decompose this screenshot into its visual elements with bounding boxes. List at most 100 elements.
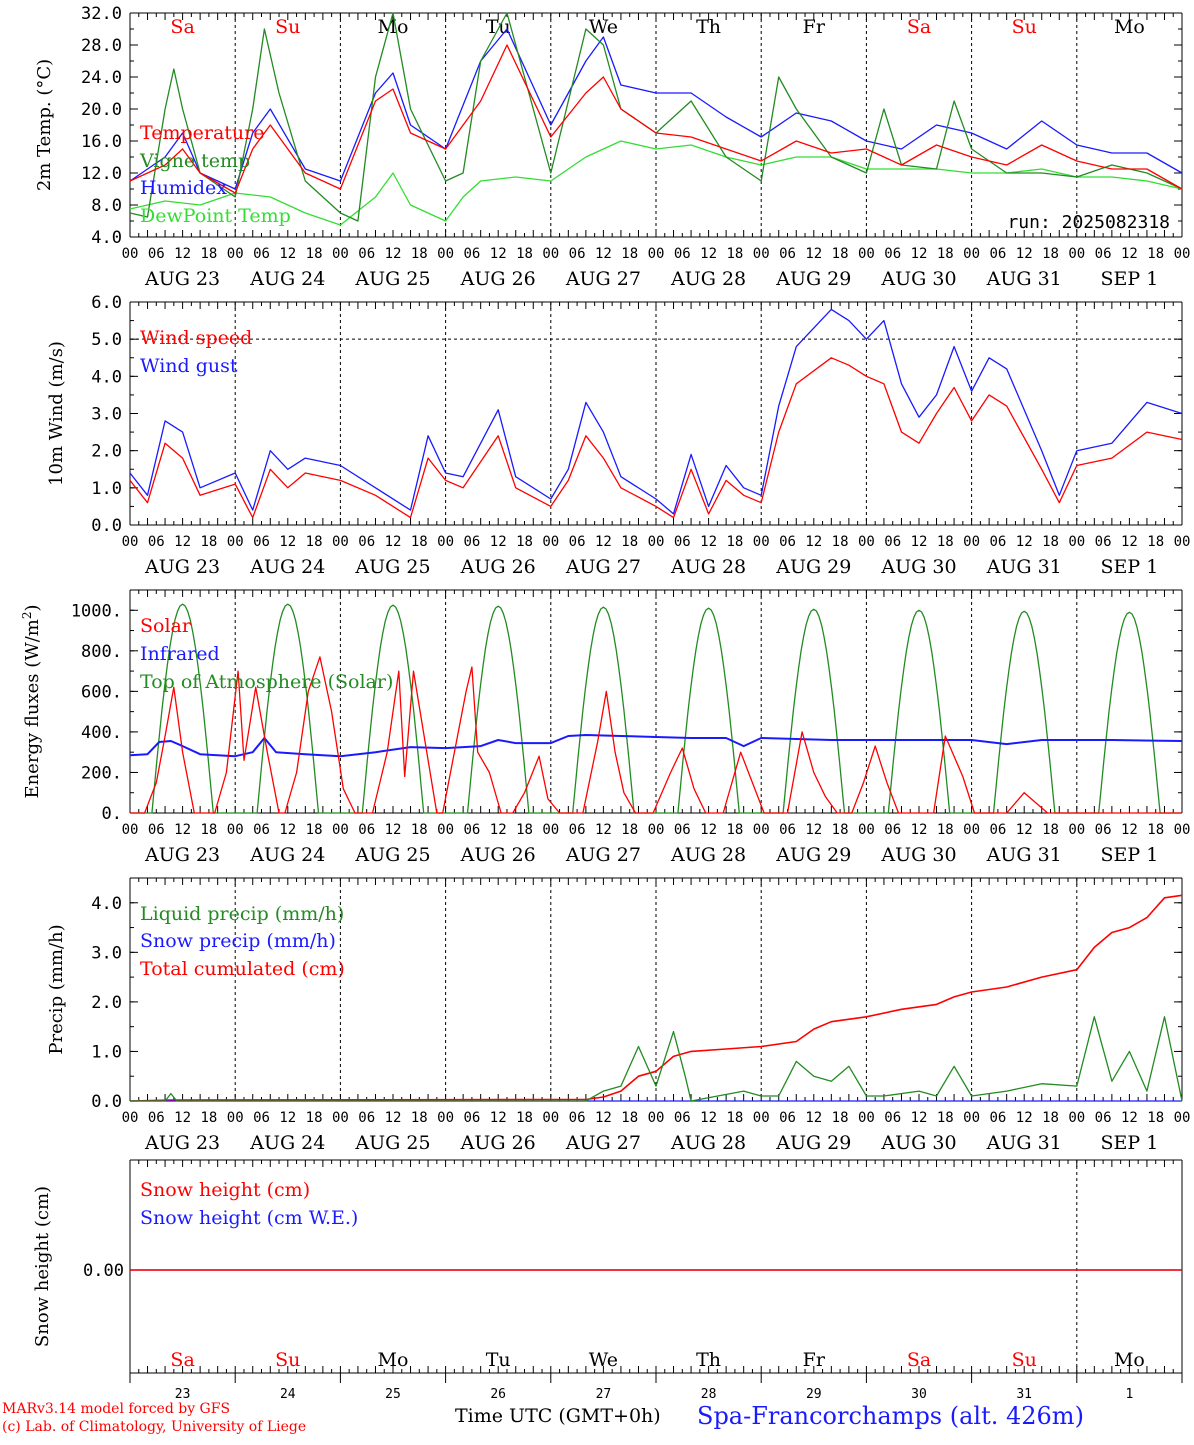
date-label: AUG 30 [880, 268, 956, 290]
y-tick-label: 2.0 [91, 442, 122, 462]
date-label: AUG 26 [460, 556, 536, 578]
hour-tick-label: 06 [779, 246, 796, 262]
hour-tick-label: 18 [516, 822, 533, 838]
hour-tick-label: 00 [1174, 246, 1191, 262]
hour-tick-label: 06 [358, 246, 375, 262]
weekday-label: Mo [378, 16, 409, 38]
panel-1: 4.0 8.0 12.0 16.0 20.0 24.0 28.0 32.0 2m Temp. (… [34, 4, 1190, 290]
series-line-lightgreen [129, 140, 1183, 226]
weekday-label: Sa [907, 1349, 931, 1371]
date-label: AUG 25 [354, 268, 430, 290]
hour-tick-label: 06 [884, 534, 901, 550]
date-label: AUG 30 [880, 1132, 956, 1154]
hour-tick-label: 12 [490, 822, 507, 838]
hour-tick-label: 12 [911, 246, 928, 262]
series-line-red [129, 357, 1183, 519]
hour-tick-label: 18 [516, 1110, 533, 1126]
y-tick-label: 1000. [71, 601, 122, 621]
hour-tick-label: 12 [385, 246, 402, 262]
y-tick-label: 5.0 [91, 330, 122, 350]
station-label: Spa-Francorchamps (alt. 426m) [697, 1402, 1084, 1430]
panel-5: 0.00 Snow height (cm) Sa 23 Su 24 Mo 25 Tu 26 We 27… [32, 1159, 1183, 1402]
hour-tick-label: 12 [385, 534, 402, 550]
date-label: AUG 24 [249, 1132, 325, 1154]
hour-tick-label: 00 [332, 534, 349, 550]
hour-tick-label: 12 [805, 1110, 822, 1126]
date-label: AUG 31 [986, 556, 1062, 578]
legend-entry: Temperature [140, 122, 264, 144]
legend-entry: Infrared [140, 643, 220, 665]
legend-entry: Top of Atmosphere (Solar) [140, 671, 393, 693]
hour-tick-label: 00 [122, 534, 139, 550]
date-label: AUG 24 [249, 556, 325, 578]
time-axis-label: Time UTC (GMT+0h) [455, 1405, 661, 1427]
weekday-label: Mo [1114, 16, 1145, 38]
hour-tick-label: 06 [358, 822, 375, 838]
hour-tick-label: 12 [595, 534, 612, 550]
hour-tick-label: 12 [490, 1110, 507, 1126]
hour-tick-label: 00 [122, 1110, 139, 1126]
y-tick-label: 32.0 [81, 4, 122, 24]
hour-tick-label: 12 [805, 534, 822, 550]
hour-tick-label: 06 [884, 246, 901, 262]
hour-tick-label: 12 [385, 1110, 402, 1126]
date-label: AUG 26 [460, 268, 536, 290]
hour-tick-label: 12 [595, 822, 612, 838]
hour-tick-label: 00 [227, 534, 244, 550]
hour-tick-label: 18 [1042, 1110, 1059, 1126]
hour-tick-label: 12 [1016, 822, 1033, 838]
hour-tick-label: 12 [805, 246, 822, 262]
hour-tick-label: 18 [832, 822, 849, 838]
hour-tick-label: 06 [148, 246, 165, 262]
hour-tick-label: 00 [1174, 1110, 1191, 1126]
legend-entry: DewPoint Temp [140, 205, 291, 227]
day-number-label: 31 [1016, 1387, 1032, 1402]
hour-tick-label: 00 [648, 1110, 665, 1126]
hour-tick-label: 06 [779, 1110, 796, 1126]
hour-tick-label: 18 [200, 822, 217, 838]
hour-tick-label: 06 [148, 534, 165, 550]
hour-tick-label: 00 [332, 246, 349, 262]
hour-tick-label: 06 [674, 534, 691, 550]
hour-tick-label: 00 [753, 822, 770, 838]
y-tick-label: 0.0 [91, 1092, 122, 1112]
panel-3: 0. 200. 400. 600. 800. 1000. Energy fluxes (W/… [20, 589, 1190, 866]
hour-tick-label: 12 [595, 1110, 612, 1126]
date-label: AUG 29 [775, 268, 851, 290]
hour-tick-label: 00 [858, 822, 875, 838]
hour-tick-label: 12 [1016, 534, 1033, 550]
hour-tick-label: 06 [358, 1110, 375, 1126]
hour-tick-label: 18 [516, 246, 533, 262]
weekday-label: We [589, 1349, 618, 1371]
date-label: SEP 1 [1100, 556, 1158, 578]
hour-tick-label: 00 [122, 822, 139, 838]
hour-tick-label: 00 [1068, 534, 1085, 550]
hour-tick-label: 18 [411, 246, 428, 262]
hour-tick-label: 18 [1147, 822, 1164, 838]
hour-tick-label: 18 [200, 1110, 217, 1126]
hour-tick-label: 18 [832, 246, 849, 262]
hour-tick-label: 06 [463, 246, 480, 262]
series-line-red [129, 44, 1183, 194]
hour-tick-label: 06 [148, 822, 165, 838]
hour-tick-label: 00 [648, 822, 665, 838]
y-tick-label: 6.0 [91, 293, 122, 313]
hour-tick-label: 06 [569, 246, 586, 262]
superscript: 2 [20, 611, 34, 619]
series-line-green [129, 12, 1183, 222]
date-label: AUG 31 [986, 268, 1062, 290]
weekday-label: Su [1012, 1349, 1037, 1371]
hour-tick-label: 06 [569, 1110, 586, 1126]
hour-tick-label: 00 [648, 246, 665, 262]
date-label: AUG 30 [880, 844, 956, 866]
hour-tick-label: 06 [148, 1110, 165, 1126]
legend-entry: Humidex [140, 177, 227, 199]
hour-tick-label: 18 [200, 534, 217, 550]
hour-tick-label: 18 [1147, 246, 1164, 262]
hour-tick-label: 00 [542, 822, 559, 838]
hour-tick-label: 12 [911, 534, 928, 550]
hour-tick-label: 12 [700, 246, 717, 262]
legend-entry: Wind gust [140, 355, 238, 377]
hour-tick-label: 06 [674, 246, 691, 262]
